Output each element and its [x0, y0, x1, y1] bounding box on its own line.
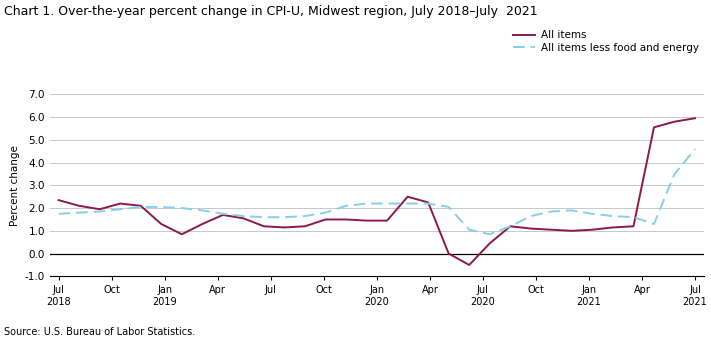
Text: Chart 1. Over-the-year percent change in CPI-U, Midwest region, July 2018–July  : Chart 1. Over-the-year percent change in…: [4, 5, 538, 18]
All items: [157, 222, 166, 226]
All items less food and energy: [506, 224, 515, 228]
Line: All items: All items: [58, 118, 695, 265]
All items less food and energy: [157, 205, 166, 209]
All items less food and energy: [116, 207, 124, 211]
All items: [363, 219, 371, 223]
All items: [547, 228, 555, 232]
All items: [239, 216, 247, 220]
All items less food and energy: [629, 215, 638, 219]
All items less food and energy: [137, 205, 145, 209]
All items less food and energy: [260, 215, 268, 219]
All items: [670, 120, 679, 124]
All items: [444, 251, 453, 256]
All items: [650, 125, 658, 129]
All items: [527, 226, 535, 231]
All items: [280, 225, 289, 229]
All items less food and energy: [54, 212, 63, 216]
Line: All items less food and energy: All items less food and energy: [58, 149, 695, 234]
All items less food and energy: [567, 208, 576, 212]
All items less food and energy: [691, 147, 700, 151]
All items less food and energy: [218, 212, 227, 216]
All items: [486, 241, 494, 245]
All items: [178, 232, 186, 236]
All items: [342, 217, 351, 221]
All items less food and energy: [424, 202, 432, 206]
All items less food and energy: [403, 202, 412, 206]
All items less food and energy: [670, 172, 679, 176]
All items: [54, 198, 63, 202]
All items: [506, 224, 515, 228]
All items: [218, 213, 227, 217]
All items less food and energy: [486, 232, 494, 236]
Text: Source: U.S. Bureau of Labor Statistics.: Source: U.S. Bureau of Labor Statistics.: [4, 327, 195, 337]
All items: [383, 219, 391, 223]
All items: [95, 207, 104, 211]
All items less food and energy: [95, 210, 104, 214]
Y-axis label: Percent change: Percent change: [11, 145, 21, 226]
All items: [609, 225, 617, 229]
All items less food and energy: [301, 214, 309, 218]
All items less food and energy: [75, 211, 83, 215]
All items: [301, 224, 309, 228]
All items: [137, 204, 145, 208]
All items: [321, 217, 330, 221]
All items less food and energy: [444, 205, 453, 209]
All items: [116, 202, 124, 206]
All items less food and energy: [280, 215, 289, 219]
All items less food and energy: [239, 214, 247, 218]
All items less food and energy: [609, 214, 617, 218]
All items less food and energy: [342, 204, 351, 208]
All items: [567, 229, 576, 233]
All items less food and energy: [588, 212, 597, 216]
All items less food and energy: [198, 208, 207, 212]
All items: [465, 263, 474, 267]
All items less food and energy: [527, 214, 535, 218]
All items: [198, 222, 207, 226]
All items less food and energy: [321, 211, 330, 215]
All items less food and energy: [650, 222, 658, 226]
All items less food and energy: [465, 228, 474, 232]
Legend: All items, All items less food and energy: All items, All items less food and energ…: [513, 30, 699, 53]
All items less food and energy: [178, 206, 186, 210]
All items: [75, 204, 83, 208]
All items less food and energy: [547, 210, 555, 214]
All items less food and energy: [383, 202, 391, 206]
All items: [260, 224, 268, 228]
All items: [403, 195, 412, 199]
All items: [424, 201, 432, 205]
All items less food and energy: [363, 202, 371, 206]
All items: [588, 228, 597, 232]
All items: [691, 116, 700, 120]
All items: [629, 224, 638, 228]
